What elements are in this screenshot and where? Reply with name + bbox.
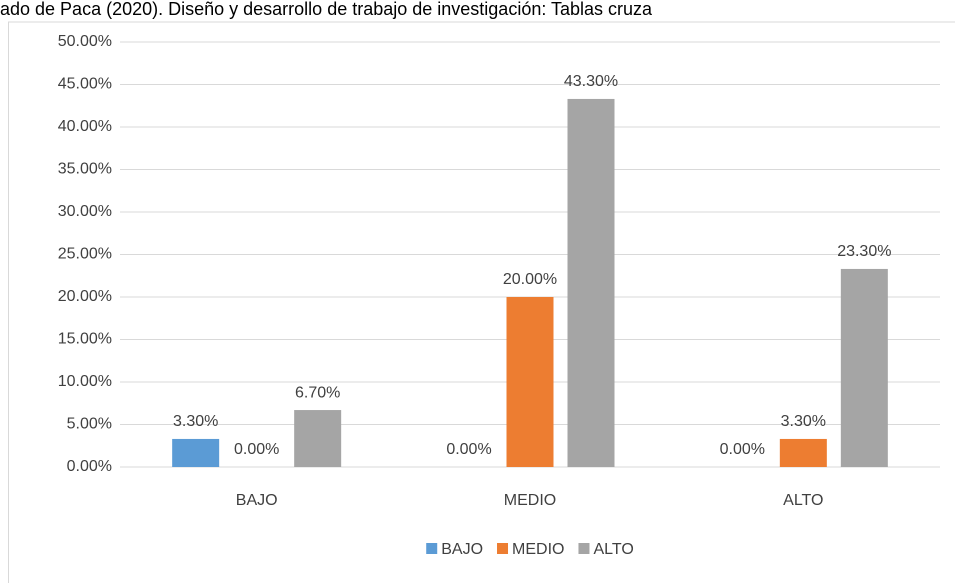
y-tick-label: 45.00%	[58, 76, 112, 93]
bar	[567, 98, 615, 467]
chart-frame	[8, 21, 955, 583]
legend-label: ALTO	[593, 541, 633, 558]
bar	[506, 297, 554, 467]
legend-swatch	[497, 543, 509, 554]
y-tick-label: 0.00%	[67, 458, 112, 475]
bar	[172, 438, 220, 467]
data-label: 3.30%	[781, 413, 826, 430]
y-tick-label: 30.00%	[58, 203, 112, 220]
y-tick-label: 5.00%	[67, 416, 112, 433]
y-tick-label: 15.00%	[58, 331, 112, 348]
bar	[840, 268, 888, 467]
x-tick-label: MEDIO	[504, 492, 556, 509]
data-label: 6.70%	[295, 384, 340, 401]
bar	[294, 410, 342, 467]
chart-title: ado de Paca (2020). Diseño y desarrollo …	[0, 0, 653, 19]
data-label: 0.00%	[234, 441, 279, 458]
legend-label: MEDIO	[512, 541, 564, 558]
x-tick-label: BAJO	[236, 492, 278, 509]
legend-label: BAJO	[441, 541, 483, 558]
legend-swatch	[578, 543, 590, 554]
data-label: 0.00%	[446, 441, 491, 458]
y-tick-label: 25.00%	[58, 246, 112, 263]
y-tick-label: 10.00%	[58, 373, 112, 390]
data-label: 43.30%	[564, 73, 618, 90]
y-tick-label: 50.00%	[58, 33, 112, 50]
y-tick-label: 20.00%	[58, 288, 112, 305]
legend-swatch	[426, 543, 438, 554]
data-label: 3.30%	[173, 413, 218, 430]
y-tick-label: 40.00%	[58, 118, 112, 135]
data-label: 20.00%	[503, 271, 557, 288]
y-tick-label: 35.00%	[58, 161, 112, 178]
data-label: 23.30%	[837, 243, 891, 260]
bar	[779, 438, 827, 467]
x-tick-label: ALTO	[783, 492, 823, 509]
data-label: 0.00%	[720, 441, 765, 458]
